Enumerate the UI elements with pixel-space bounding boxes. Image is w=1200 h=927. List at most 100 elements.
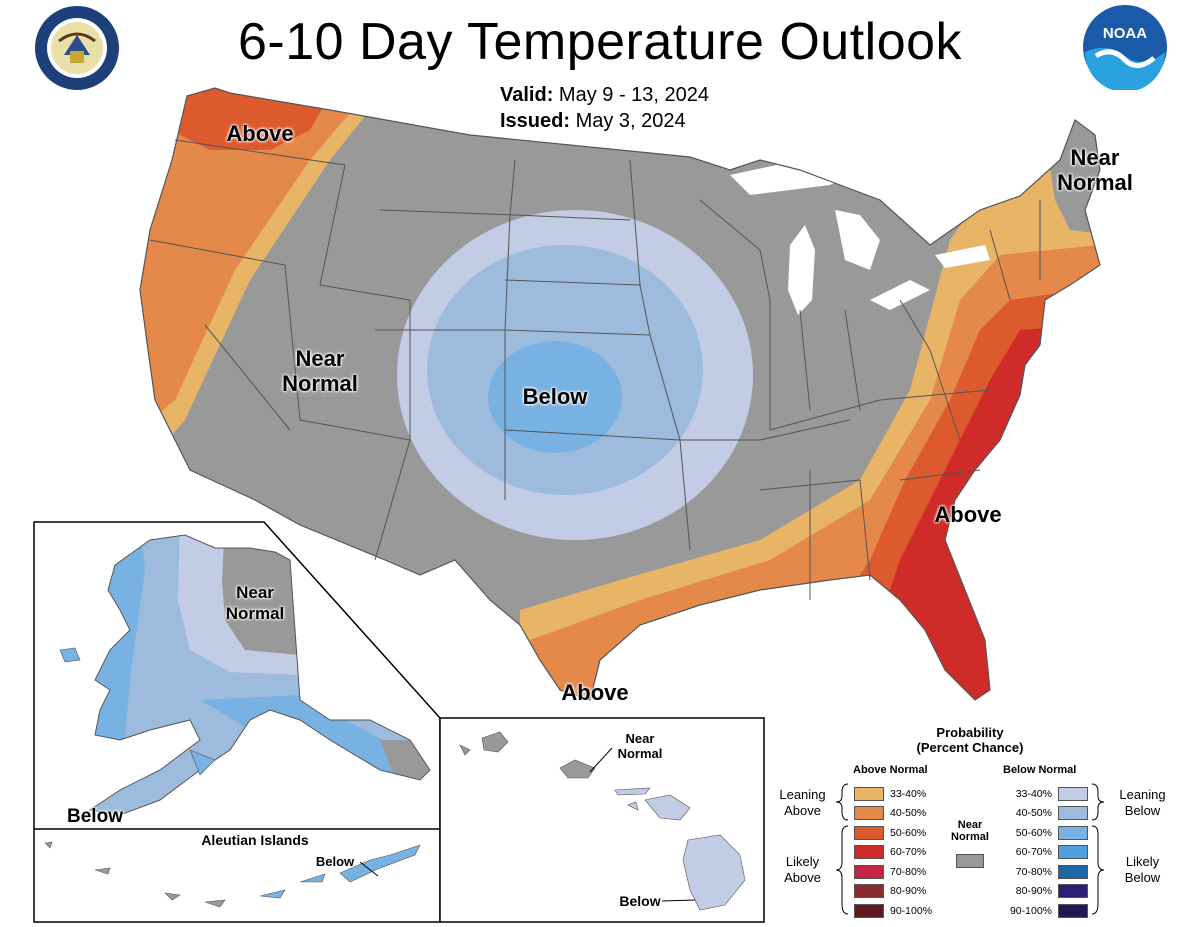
legend-below-list: 33-40% 40-50% 50-60% 60-70% 70-80% 80-90% 90-1… (1006, 784, 1088, 921)
legend-above-row: 33-40% (854, 784, 938, 804)
leaning-below-line2: Below (1124, 803, 1161, 818)
legend-below-label: 90-100% (1009, 904, 1052, 917)
hi-niihau (459, 744, 471, 756)
aleutian-below-pointer (359, 861, 379, 877)
legend-near-normal-swatch (956, 854, 984, 868)
map-title: 6-10 Day Temperature Outlook (237, 13, 963, 71)
label-central-below: Below (522, 384, 588, 409)
legend-above-swatch (854, 864, 884, 879)
hi-near-pointer (589, 747, 613, 773)
legend-above-label: 70-80% (890, 865, 927, 878)
central-below-50-60 (488, 341, 622, 453)
legend-above-swatch (854, 845, 884, 860)
legend-braces (835, 783, 1105, 915)
label-hi-near: Near (625, 731, 655, 746)
legend-below-swatch (1058, 845, 1088, 860)
legend-below-swatch (1058, 806, 1088, 821)
hi-lanai (627, 801, 639, 811)
legend-near-normal-label: Near Normal (940, 819, 1000, 843)
commerce-seal-logo (35, 6, 119, 90)
legend-above-swatch (854, 825, 884, 840)
conus-outline (139, 87, 1101, 701)
label-se-above: Above (934, 502, 1002, 527)
valid-label: Valid: (500, 84, 554, 106)
legend-above-row: 60-70% (854, 843, 938, 863)
legend: Probability (Percent Chance) Above Norma… (770, 722, 1200, 927)
noaa-logo: NOAA (1083, 5, 1167, 90)
valid-dates: Valid: May 9 - 13, 2024 (500, 84, 709, 107)
label-ak-near: Near (236, 583, 274, 602)
label-hi-normal: Normal (617, 746, 663, 761)
near-line1: Near (957, 819, 983, 831)
legend-above-row: 50-60% (854, 823, 938, 843)
legend-above-label: 80-90% (890, 885, 927, 898)
legend-title-line1: Probability (936, 725, 1004, 740)
ak-island-kodiak (189, 749, 216, 776)
legend-below-label: 80-90% (1015, 885, 1052, 898)
legend-above-row: 90-100% (854, 901, 938, 921)
lake-erie (870, 280, 930, 310)
legend-below-swatch (1058, 825, 1088, 840)
legend-leaning-above: Leaning Above (770, 787, 835, 819)
label-west-normal: Normal (282, 371, 358, 396)
hi-kauai (481, 731, 509, 753)
label-hi-below: Below (619, 893, 661, 909)
legend-below-label: 50-60% (1015, 826, 1052, 839)
legend-above-list: 33-40% 40-50% 50-60% 60-70% 70-80% 80-90% 90-1… (854, 784, 938, 921)
hi-molokai (614, 787, 651, 796)
lake-ontario (935, 245, 990, 268)
legend-above-label: 50-60% (890, 826, 927, 839)
label-ne-normal: Normal (1057, 170, 1133, 195)
aleutian-chain (44, 841, 421, 908)
legend-above-label: 90-100% (890, 904, 933, 917)
legend-below-row: 60-70% (1006, 843, 1088, 863)
hi-below-pointer (661, 899, 696, 902)
legend-above-row: 40-50% (854, 804, 938, 824)
likely-below-line2: Below (1124, 870, 1161, 885)
legend-below-swatch (1058, 864, 1088, 879)
likely-above-line1: Likely (785, 854, 820, 869)
lake-superior (730, 160, 850, 195)
issued-label: Issued: (500, 110, 571, 132)
hi-maui (644, 794, 691, 821)
legend-likely-above: Likely Above (770, 854, 835, 886)
leaning-above-line2: Above (784, 803, 821, 818)
likely-below-line1: Likely (1125, 854, 1160, 869)
legend-below-swatch (1058, 903, 1088, 918)
label-hi-near-normal: Near Normal (605, 731, 675, 761)
legend-above-label: 33-40% (890, 787, 927, 800)
hi-oahu (559, 759, 596, 779)
legend-above-label: 40-50% (890, 807, 927, 820)
label-west-near-normal: Near Normal (265, 346, 375, 396)
legend-above-row: 70-80% (854, 862, 938, 882)
legend-below-label: 33-40% (1015, 787, 1052, 800)
label-ne-near-normal: Near Normal (1040, 145, 1150, 195)
leaning-above-line1: Leaning (779, 787, 826, 802)
legend-likely-below: Likely Below (1110, 854, 1175, 886)
legend-leaning-below: Leaning Below (1110, 787, 1175, 819)
legend-below-swatch (1058, 786, 1088, 801)
legend-above-swatch (854, 806, 884, 821)
svg-text:NOAA: NOAA (1103, 25, 1147, 42)
legend-below-row: 33-40% (1006, 784, 1088, 804)
label-aleutian-below: Below (315, 854, 355, 869)
ak-island-stlawrence (59, 647, 81, 663)
label-ak-below: Below (67, 806, 123, 827)
label-ak-near-normal: Near Normal (200, 582, 310, 624)
legend-below-row: 40-50% (1006, 804, 1088, 824)
label-ne-near: Near (1070, 145, 1120, 170)
legend-below-row: 90-100% (1006, 901, 1088, 921)
label-ak-normal: Normal (225, 604, 285, 623)
legend-title: Probability (Percent Chance) (870, 725, 1070, 755)
state-borders (149, 139, 1041, 600)
legend-above-label: 60-70% (890, 846, 927, 859)
valid-value: May 9 - 13, 2024 (558, 84, 710, 106)
legend-below-row: 70-80% (1006, 862, 1088, 882)
label-nw-above: Above (226, 121, 294, 146)
legend-above-swatch (854, 786, 884, 801)
legend-above-swatch (854, 884, 884, 899)
lake-michigan (788, 225, 815, 315)
legend-below-head: Below Normal (1003, 764, 1077, 776)
